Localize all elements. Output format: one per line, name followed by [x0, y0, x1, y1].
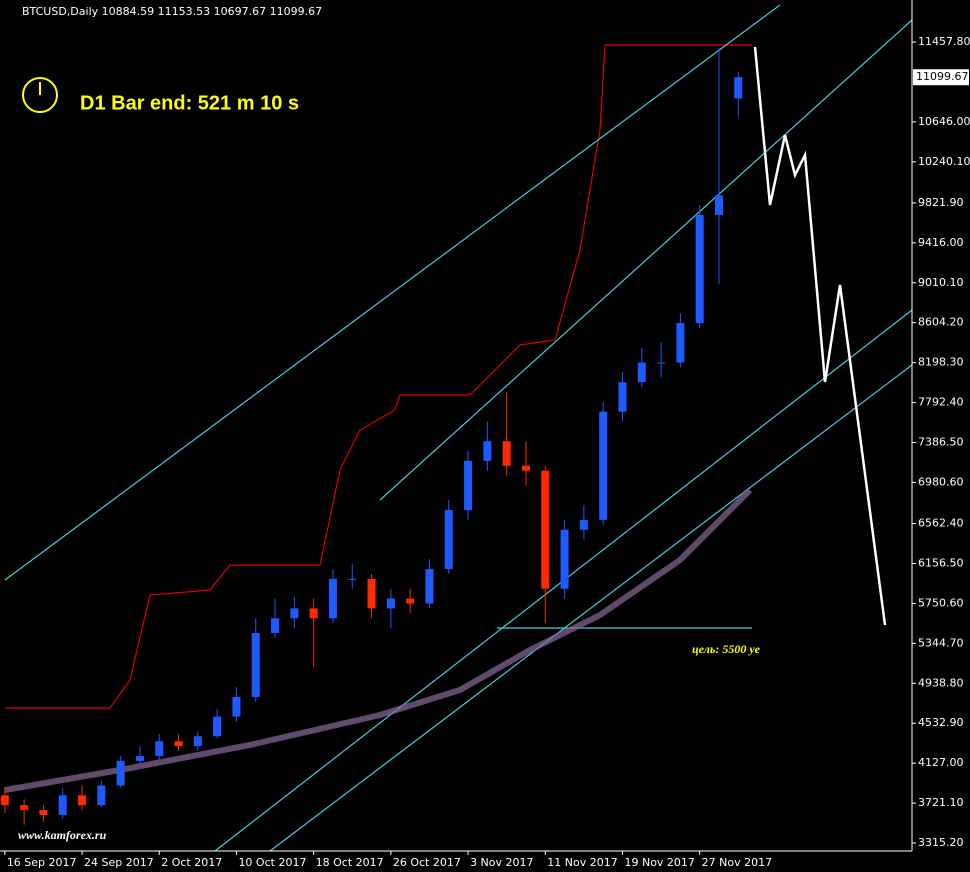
price-label: 11099.67	[916, 70, 969, 83]
candle-body	[0, 795, 9, 806]
candle-body	[309, 608, 318, 619]
channel-line	[4, 4, 781, 581]
candle-body	[657, 362, 666, 364]
candle-body	[541, 470, 550, 589]
x-tick-label: 2 Oct 2017	[161, 856, 222, 869]
candle-body	[425, 569, 434, 604]
y-tick-label: 10646.00	[918, 115, 970, 128]
channel-line	[379, 19, 913, 501]
overlays	[4, 4, 913, 852]
candle-body	[78, 795, 87, 806]
bar-timer: D1 Bar end: 521 m 10 s	[80, 92, 299, 114]
candle-body	[20, 805, 29, 811]
candle-body	[290, 608, 299, 619]
candle-body	[328, 578, 337, 619]
candle-body	[386, 598, 395, 609]
candle-body	[444, 510, 453, 570]
y-tick-label: 8198.30	[918, 356, 964, 369]
candle-body	[502, 441, 511, 466]
candle-body	[579, 519, 588, 530]
candle-body	[406, 598, 415, 604]
x-tick-label: 11 Nov 2017	[547, 856, 617, 869]
y-tick-label: 7792.40	[918, 396, 964, 409]
y-tick-label: 11457.80	[918, 35, 970, 48]
clock-icon	[22, 77, 58, 113]
candle-body	[695, 214, 704, 324]
candle-body	[251, 632, 260, 697]
x-tick-label: 24 Sep 2017	[84, 856, 154, 869]
x-tick-label: 26 Oct 2017	[393, 856, 461, 869]
y-tick-label: 6562.40	[918, 517, 964, 530]
candle-body	[174, 741, 183, 747]
x-tick-label: 16 Sep 2017	[7, 856, 77, 869]
candle-body	[560, 529, 569, 589]
y-tick-label: 4938.80	[918, 676, 964, 689]
price-label-box	[913, 69, 969, 86]
y-tick-label: 6980.60	[918, 475, 964, 488]
candle-body	[367, 578, 376, 609]
y-tick-label: 9416.00	[918, 236, 964, 249]
y-tick-label: 5344.70	[918, 636, 964, 649]
y-tick-label: 10240.10	[918, 155, 970, 168]
target-note: цель: 5500 уе	[692, 642, 761, 656]
chart-title: BTCUSD,Daily 10884.59 11153.53 10697.67 …	[22, 5, 322, 18]
candle-body	[676, 323, 685, 363]
x-tick-label: 10 Oct 2017	[238, 856, 306, 869]
candle-body	[213, 716, 222, 737]
y-tick-label: 6156.50	[918, 557, 964, 570]
candle-body	[135, 755, 144, 761]
candle-body	[39, 810, 48, 815]
candle-body	[464, 460, 473, 511]
forecast-line	[753, 46, 887, 626]
candle-body	[618, 382, 627, 412]
y-tick-label: 9010.10	[918, 276, 964, 289]
x-tick-label: 27 Nov 2017	[702, 856, 772, 869]
candle-body	[271, 618, 280, 633]
candle-body	[97, 785, 106, 806]
candle-body	[116, 760, 125, 786]
y-tick-label: 9821.90	[918, 196, 964, 209]
candle-body	[734, 77, 743, 99]
candle-body	[193, 736, 202, 747]
candle-body	[348, 578, 357, 580]
channel-line	[269, 364, 913, 852]
x-tick-label: 3 Nov 2017	[470, 856, 533, 869]
y-tick-label: 3315.20	[918, 836, 964, 849]
y-tick-label: 4532.90	[918, 716, 964, 729]
candle-body	[637, 362, 646, 383]
candle-body	[599, 411, 608, 520]
x-tick-label: 19 Nov 2017	[624, 856, 694, 869]
y-tick-label: 8604.20	[918, 316, 964, 329]
candle-body	[521, 465, 530, 471]
trend-band	[4, 487, 753, 793]
candle-body	[155, 741, 164, 756]
y-tick-label: 4127.00	[918, 756, 964, 769]
watermark: www.kamforex.ru	[18, 828, 107, 842]
candle-body	[58, 795, 67, 815]
ichimoku-line	[5, 44, 752, 709]
x-tick-label: 18 Oct 2017	[316, 856, 384, 869]
y-tick-label: 7386.50	[918, 436, 964, 449]
candle-body	[232, 696, 241, 717]
y-tick-label: 3721.10	[918, 796, 964, 809]
y-tick-label: 5750.60	[918, 596, 964, 609]
candle-body	[483, 441, 492, 461]
candle-body	[714, 195, 723, 215]
